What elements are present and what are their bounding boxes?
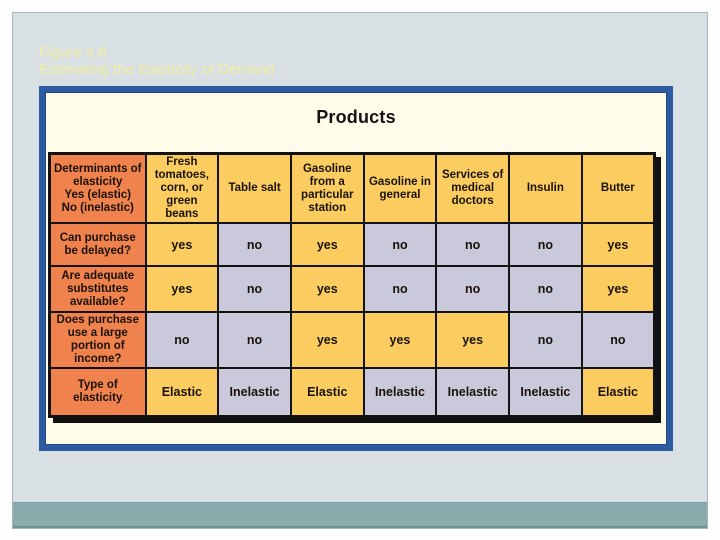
column-header: Services of medical doctors <box>435 152 511 224</box>
value-cell: no <box>217 222 292 267</box>
value-cell: no <box>508 222 583 267</box>
value-cell: Inelastic <box>435 367 511 417</box>
value-cell: no <box>435 222 511 267</box>
value-cell: yes <box>289 222 365 267</box>
value-cell: no <box>508 265 583 313</box>
row-label: Type of elasticity <box>48 367 147 417</box>
slide-footer-band <box>13 502 707 528</box>
row-label: Are adequate substitutes available? <box>48 265 147 313</box>
value-cell: Elastic <box>289 367 365 417</box>
value-cell: no <box>580 311 656 369</box>
corner-line-2: Yes (elastic) <box>64 188 131 201</box>
value-cell: Inelastic <box>508 367 583 417</box>
value-cell: yes <box>289 311 365 369</box>
figure-title: Products <box>316 107 396 127</box>
value-cell: Inelastic <box>217 367 292 417</box>
value-cell: yes <box>362 311 438 369</box>
corner-line-1: Determinants of elasticity <box>53 162 142 188</box>
value-cell: yes <box>144 265 220 313</box>
value-cell: Elastic <box>580 367 656 417</box>
figure-caption: Estimating the Elasticity of Demand <box>39 61 275 78</box>
column-header: Gasoline from a particular station <box>289 152 365 224</box>
column-header: Fresh tomatoes, corn, or green beans <box>144 152 220 224</box>
column-header: Table salt <box>217 152 292 224</box>
row-label: Can purchase be delayed? <box>48 222 147 267</box>
value-cell: no <box>362 265 438 313</box>
value-cell: no <box>217 265 292 313</box>
corner-line-3: No (inelastic) <box>61 201 134 214</box>
column-header: Butter <box>580 152 656 224</box>
value-cell: no <box>144 311 220 369</box>
value-cell: no <box>435 265 511 313</box>
value-cell: yes <box>289 265 365 313</box>
table-header-row: Determinants of elasticity Yes (elastic)… <box>48 152 656 224</box>
value-cell: yes <box>144 222 220 267</box>
value-cell: yes <box>580 265 656 313</box>
value-cell: no <box>217 311 292 369</box>
value-cell: no <box>362 222 438 267</box>
elasticity-table: Determinants of elasticity Yes (elastic)… <box>48 152 656 418</box>
table-row: Does purchase use a large portion of inc… <box>48 311 656 369</box>
corner-header-cell: Determinants of elasticity Yes (elastic)… <box>48 152 147 224</box>
table-row: Type of elasticity Elastic Inelastic Ela… <box>48 367 656 417</box>
table-row: Can purchase be delayed? yes no yes no n… <box>48 222 656 267</box>
value-cell: Elastic <box>144 367 220 417</box>
value-cell: yes <box>435 311 511 369</box>
value-cell: Inelastic <box>362 367 438 417</box>
column-header: Insulin <box>508 152 583 224</box>
value-cell: no <box>508 311 583 369</box>
figure-panel: Products Determinants of elasticity Yes … <box>39 86 673 451</box>
row-label: Does purchase use a large portion of inc… <box>48 311 147 369</box>
presentation-slide: Figure 4.6 Estimating the Elasticity of … <box>12 12 708 529</box>
slide-title: Figure 4.6 Estimating the Elasticity of … <box>39 44 275 78</box>
value-cell: yes <box>580 222 656 267</box>
figure-label: Figure 4.6 <box>39 44 107 61</box>
column-header: Gasoline in general <box>362 152 438 224</box>
table-row: Are adequate substitutes available? yes … <box>48 265 656 313</box>
